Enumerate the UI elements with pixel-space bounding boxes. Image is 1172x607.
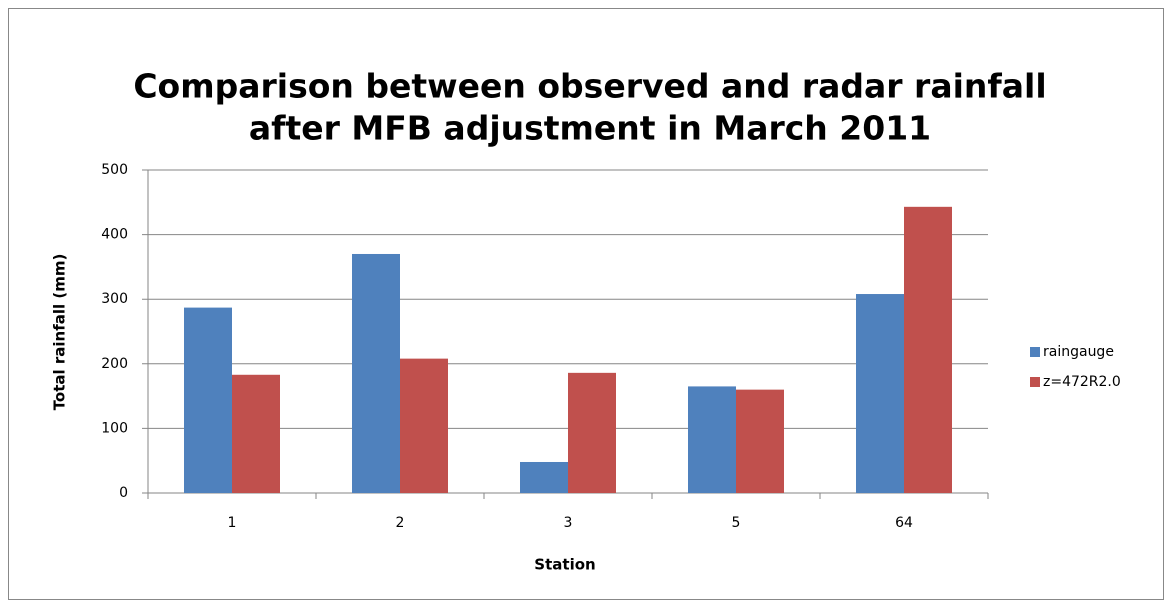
legend-label: raingauge	[1043, 344, 1114, 360]
legend-swatch	[1030, 347, 1040, 357]
bar	[688, 386, 736, 493]
x-tick-label: 64	[895, 515, 913, 531]
y-tick-label: 200	[101, 356, 128, 372]
bar	[856, 294, 904, 493]
y-tick-label: 300	[101, 291, 128, 307]
bar	[232, 374, 280, 493]
y-tick-label: 0	[119, 485, 128, 501]
bar	[736, 389, 784, 493]
x-tick-label: 3	[564, 515, 573, 531]
chart-frame	[8, 8, 1164, 600]
x-axis-title: Station	[534, 556, 595, 574]
x-tick-label: 5	[732, 515, 741, 531]
bar	[400, 358, 448, 493]
y-tick-label: 500	[101, 162, 128, 178]
x-tick-label: 1	[228, 515, 237, 531]
bar	[568, 372, 616, 493]
bar	[184, 307, 232, 493]
legend-label: z=472R2.0	[1043, 374, 1121, 390]
chart-title: Comparison between observed and radar ra…	[133, 67, 1046, 106]
legend-swatch	[1030, 377, 1040, 387]
chart-title: after MFB adjustment in March 2011	[249, 109, 931, 148]
bar	[520, 461, 568, 493]
bar	[352, 253, 400, 493]
y-tick-label: 100	[101, 420, 128, 436]
bar	[904, 206, 952, 493]
x-tick-label: 2	[396, 515, 405, 531]
y-tick-label: 400	[101, 227, 128, 243]
y-axis-title: Total rainfall (mm)	[51, 254, 69, 411]
